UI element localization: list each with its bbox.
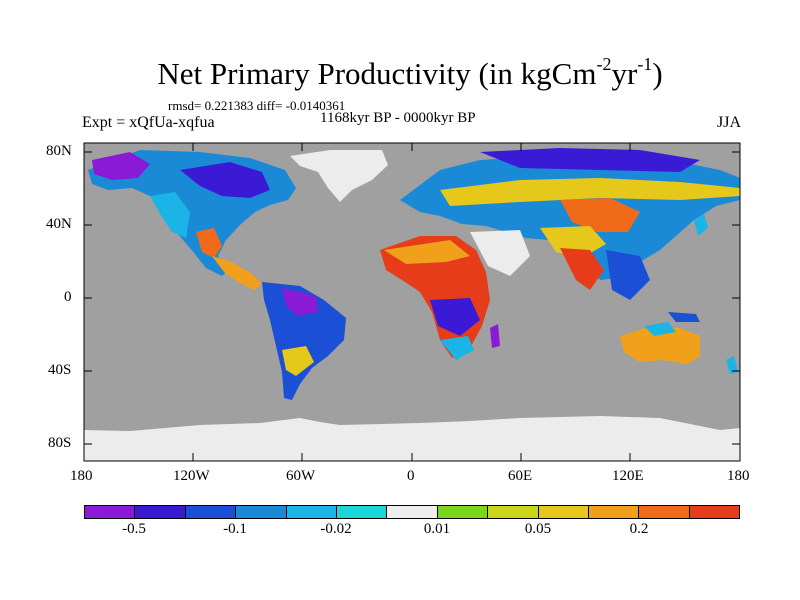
colorbar-cell-10: [588, 506, 640, 518]
colorbar-cell-9: [538, 506, 589, 518]
central-america: [212, 256, 262, 290]
new-zealand: [726, 356, 738, 374]
north-asia-band: [440, 178, 740, 206]
colorbar-cell-1: [135, 506, 186, 518]
colorbar-cell-8: [488, 506, 539, 518]
colorbar-cell-12: [689, 506, 740, 518]
lat-label-80s: 80S: [48, 435, 72, 451]
india: [560, 248, 604, 290]
colorbar-label: -0.1: [223, 521, 247, 537]
australia: [620, 326, 700, 364]
japan: [694, 214, 708, 236]
colorbar-cell-3: [236, 506, 287, 518]
arabia-desert: [470, 230, 530, 276]
lon-label-120w: 120W: [173, 468, 210, 484]
colorbar-label: 0.2: [629, 521, 649, 537]
colorbar-cell-5: [336, 506, 388, 518]
sahara-north: [384, 240, 470, 264]
colorbar-label: 0.01: [423, 521, 451, 537]
lat-label-80n: 80N: [46, 143, 72, 159]
colorbar: [84, 505, 740, 519]
colorbar-cell-2: [185, 506, 237, 518]
central-africa: [430, 298, 480, 336]
south-america: [262, 282, 346, 400]
lat-label-0: 0: [64, 289, 72, 305]
central-asia: [560, 198, 640, 232]
southeast-asia: [606, 250, 650, 300]
colorbar-label: -0.02: [320, 521, 352, 537]
north-america-east: [180, 162, 270, 198]
season-label: JJA: [717, 114, 742, 131]
siberia: [480, 148, 700, 172]
north-america-west: [150, 192, 190, 238]
colorbar-label: -0.5: [122, 521, 146, 537]
lat-ticks: [84, 151, 740, 445]
north-america-south: [196, 228, 222, 258]
colorbar-cell-7: [437, 506, 489, 518]
lon-label-60e: 60E: [508, 468, 533, 484]
colorbar-cell-0: [85, 506, 136, 518]
colorbar-cell-11: [639, 506, 690, 518]
alaska: [92, 152, 150, 180]
amazon: [282, 288, 318, 316]
southern-africa: [440, 336, 474, 360]
colorbar-cell-4: [286, 506, 337, 518]
chart-title: Net Primary Productivity (in kgCm-2yr-1): [157, 53, 663, 91]
lat-label-40s: 40S: [48, 362, 72, 378]
colorbar-label: 0.05: [524, 521, 552, 537]
lat-label-40n: 40N: [46, 216, 72, 232]
madagascar: [490, 324, 500, 348]
australia-north: [644, 322, 676, 336]
south-america-south: [282, 346, 314, 376]
lon-label-180e: 180: [727, 468, 750, 484]
lon-label-120e: 120E: [612, 468, 644, 484]
lon-label-180w: 180: [70, 468, 93, 484]
lon-label-0: 0: [407, 468, 415, 484]
colorbar-cell-6: [387, 506, 438, 518]
greenland-ice: [290, 150, 388, 202]
period-label: 1168kyr BP - 0000kyr BP: [320, 110, 476, 126]
new-guinea: [668, 312, 700, 322]
stats-label: rmsd= 0.221383 diff= -0.0140361: [168, 98, 346, 113]
lon-ticks: [83, 143, 741, 461]
experiment-label: Expt = xQfUa-xqfua: [82, 114, 215, 131]
antarctica-ice: [84, 416, 740, 461]
lon-label-60w: 60W: [286, 468, 316, 484]
